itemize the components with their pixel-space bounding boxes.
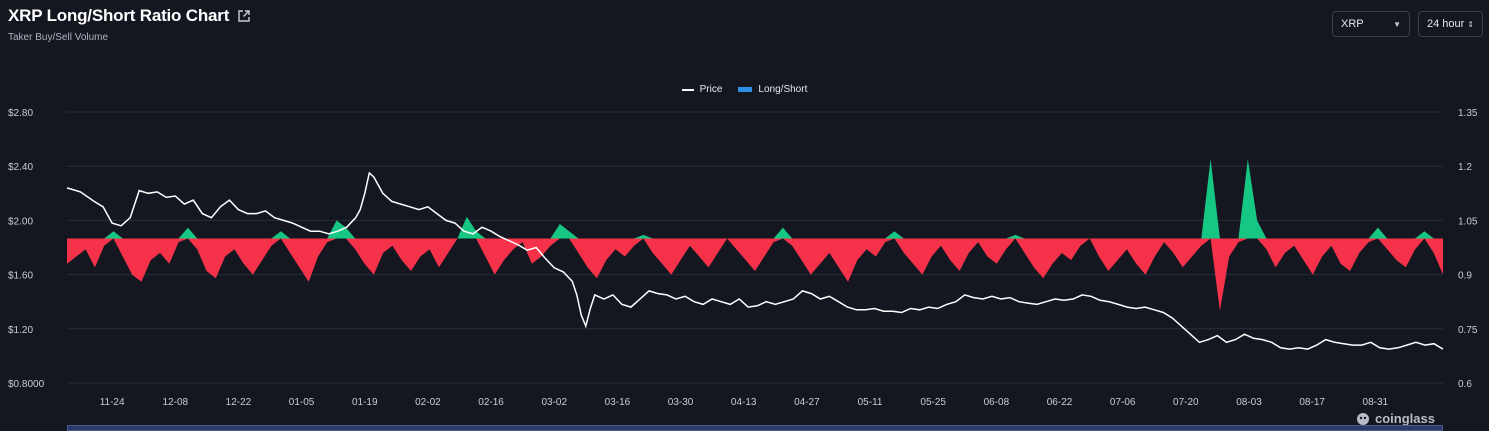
- y-axis-left: $0.8000 $1.20 $1.60 $2.00 $2.40 $2.80: [8, 108, 45, 390]
- price-series: [66, 171, 1444, 350]
- long-area: [67, 159, 1443, 239]
- coinglass-watermark: coinglass: [1355, 410, 1435, 426]
- range-navigator[interactable]: [67, 425, 1443, 431]
- x-tick-label: 08-17: [1299, 397, 1325, 408]
- short-area: [67, 238, 1443, 311]
- x-tick-label: 02-16: [478, 397, 504, 408]
- coinglass-logo-icon: [1357, 413, 1369, 425]
- y-right-tick-label: 1.2: [1458, 162, 1472, 173]
- y-right-tick-label: 0.75: [1458, 325, 1478, 336]
- external-link-icon[interactable]: [237, 9, 251, 23]
- legend-item-price[interactable]: Price: [681, 84, 723, 95]
- y-right-tick-label: 1.05: [1458, 216, 1478, 227]
- legend-price-label: Price: [699, 84, 723, 95]
- symbol-select-value: XRP: [1341, 18, 1364, 30]
- x-tick-label: 06-08: [984, 397, 1010, 408]
- y-right-tick-label: 0.6: [1458, 379, 1472, 390]
- x-tick-label: 03-02: [541, 397, 567, 408]
- page-title: XRP Long/Short Ratio Chart: [8, 6, 230, 25]
- x-tick-label: 03-30: [668, 397, 694, 408]
- y-left-tick-label: $2.00: [8, 216, 33, 227]
- legend-long-short-label: Long/Short: [758, 84, 808, 95]
- x-tick-label: 12-08: [162, 397, 188, 408]
- y-right-tick-label: 1.35: [1458, 108, 1478, 119]
- chart-legend: Price Long/Short: [0, 84, 1489, 95]
- page-subtitle: Taker Buy/Sell Volume: [8, 32, 109, 43]
- long-short-legend-swatch: [738, 87, 753, 92]
- price-legend-swatch: [681, 88, 694, 91]
- chevron-down-icon: ▼: [1393, 19, 1401, 29]
- interval-select[interactable]: 24 hour ⇕: [1418, 11, 1483, 37]
- x-tick-label: 04-27: [794, 397, 820, 408]
- watermark-text: coinglass: [1375, 410, 1435, 426]
- price-line: [66, 171, 1444, 350]
- x-tick-label: 07-06: [1110, 397, 1136, 408]
- y-left-tick-label: $1.20: [8, 325, 33, 336]
- x-tick-label: 01-19: [352, 397, 378, 408]
- x-tick-label: 08-31: [1363, 397, 1389, 408]
- x-tick-label: 06-22: [1047, 397, 1073, 408]
- x-tick-label: 05-25: [920, 397, 946, 408]
- symbol-select[interactable]: XRP ▼: [1332, 11, 1410, 37]
- x-tick-label: 01-05: [289, 397, 315, 408]
- y-right-tick-label: 0.9: [1458, 271, 1472, 282]
- x-tick-label: 08-03: [1236, 397, 1262, 408]
- legend-item-long-short[interactable]: Long/Short: [738, 84, 807, 95]
- y-left-tick-label: $2.80: [8, 108, 33, 119]
- y-axis-right: 0.6 0.75 0.9 1.05 1.2 1.35: [1458, 108, 1478, 390]
- x-tick-label: 07-20: [1173, 397, 1199, 408]
- y-left-tick-label: $2.40: [8, 162, 33, 173]
- interval-select-value: 24 hour: [1427, 18, 1465, 30]
- title-row: XRP Long/Short Ratio Chart: [8, 6, 251, 26]
- y-left-tick-label: $0.8000: [8, 379, 45, 390]
- x-tick-label: 04-13: [731, 397, 757, 408]
- x-tick-label: 12-22: [226, 397, 252, 408]
- x-tick-label: 05-11: [858, 397, 883, 408]
- x-axis: 11-24 12-08 12-22 01-05 01-19 02-02 02-16 03-02…: [100, 397, 1389, 408]
- up-down-chevron-icon: ⇕: [1467, 19, 1474, 29]
- x-tick-label: 03-16: [605, 397, 631, 408]
- x-tick-label: 11-24: [100, 397, 125, 408]
- y-left-tick-label: $1.60: [8, 271, 33, 282]
- long-short-area: [67, 159, 1443, 311]
- x-tick-label: 02-02: [415, 397, 441, 408]
